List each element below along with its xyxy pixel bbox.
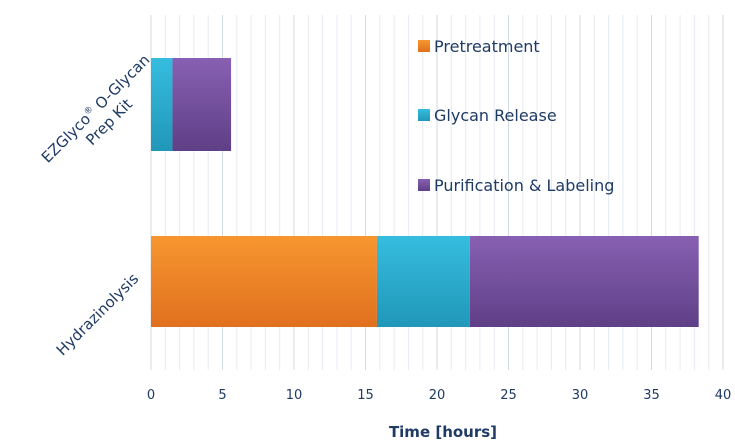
- legend-swatch: [418, 109, 430, 121]
- bar-segment: [469, 236, 699, 327]
- x-axis-title: Time [hours]: [389, 423, 497, 441]
- category-label-hydrazinolysis: Hydrazinolysis: [53, 270, 143, 360]
- legend-swatch: [418, 179, 430, 191]
- bars: [151, 58, 699, 327]
- x-tick-label: 40: [715, 388, 732, 403]
- legend-label: Pretreatment: [434, 37, 540, 56]
- bar-segment: [151, 58, 173, 151]
- x-tick-label: 10: [286, 388, 303, 403]
- x-tick-label: 5: [218, 388, 226, 403]
- x-tick-label: 0: [147, 388, 155, 403]
- x-tick-label: 30: [572, 388, 589, 403]
- bar-segment: [172, 58, 232, 151]
- x-tick-label: 15: [357, 388, 374, 403]
- x-tick-labels: 0 5 10 15 20 25 30 35 40: [147, 388, 731, 403]
- legend-label: Purification & Labeling: [434, 176, 614, 195]
- bar-segment: [376, 236, 470, 327]
- legend: Pretreatment Glycan Release Purification &…: [418, 37, 614, 195]
- x-tick-label: 35: [643, 388, 660, 403]
- bar-segment: [151, 236, 377, 327]
- legend-label: Glycan Release: [434, 106, 557, 125]
- x-tick-label: 25: [500, 388, 517, 403]
- category-labels: Hydrazinolysis EZGlyco® O-GlycanPrep Kit: [38, 51, 167, 360]
- x-tick-label: 20: [429, 388, 446, 403]
- category-label-ezglyco: EZGlyco® O-GlycanPrep Kit: [38, 51, 167, 180]
- legend-swatch: [418, 40, 430, 52]
